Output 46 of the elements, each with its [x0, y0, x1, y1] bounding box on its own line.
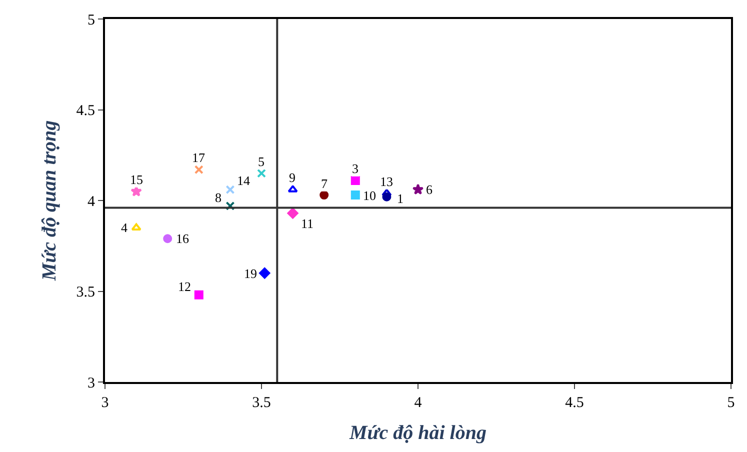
series-label: 17 [192, 150, 206, 165]
series-label: 3 [352, 161, 358, 176]
point [226, 185, 235, 194]
series-label: 16 [176, 231, 190, 246]
series-label: 12 [178, 279, 191, 294]
y-tick-label: 4.5 [76, 103, 95, 119]
point [130, 186, 142, 196]
series-label: 5 [258, 154, 264, 169]
point [226, 201, 235, 210]
series-label: 4 [121, 220, 128, 235]
series-label: 10 [363, 188, 376, 203]
y-axis-title: Mức độ quan trọng [38, 120, 60, 282]
x-tick-label: 3.5 [252, 395, 271, 411]
series-label: 14 [237, 173, 250, 188]
x-axis-title: Mức độ hài lòng [348, 422, 487, 444]
series-label: 1 [397, 191, 404, 206]
point [382, 192, 392, 202]
x-tick-label: 4 [414, 395, 422, 411]
x-tick-label: 5 [727, 395, 735, 411]
y-tick-label: 4 [88, 194, 96, 210]
point [320, 190, 329, 200]
x-tick-label: 3 [101, 395, 109, 411]
series-label: 7 [321, 176, 328, 191]
point [412, 184, 424, 195]
point [287, 208, 298, 219]
x-tick-label: 4.5 [565, 395, 584, 411]
point [131, 223, 142, 230]
point [259, 268, 270, 279]
y-tick-label: 3.5 [76, 284, 95, 300]
series-label: 8 [215, 190, 222, 205]
point [194, 290, 204, 300]
point [350, 190, 360, 200]
point [382, 188, 392, 196]
series-label: 13 [380, 174, 393, 189]
y-tick-label: 5 [88, 12, 95, 28]
point [288, 185, 298, 192]
series-label: 19 [244, 266, 257, 281]
series-label: 6 [426, 182, 433, 197]
series-label: 15 [130, 172, 143, 187]
series-label: 9 [289, 170, 296, 185]
y-tick-label: 3 [88, 375, 95, 392]
point [163, 234, 172, 244]
point [194, 165, 204, 174]
point [350, 176, 360, 186]
point [257, 168, 266, 178]
series-label: 11 [301, 216, 314, 231]
